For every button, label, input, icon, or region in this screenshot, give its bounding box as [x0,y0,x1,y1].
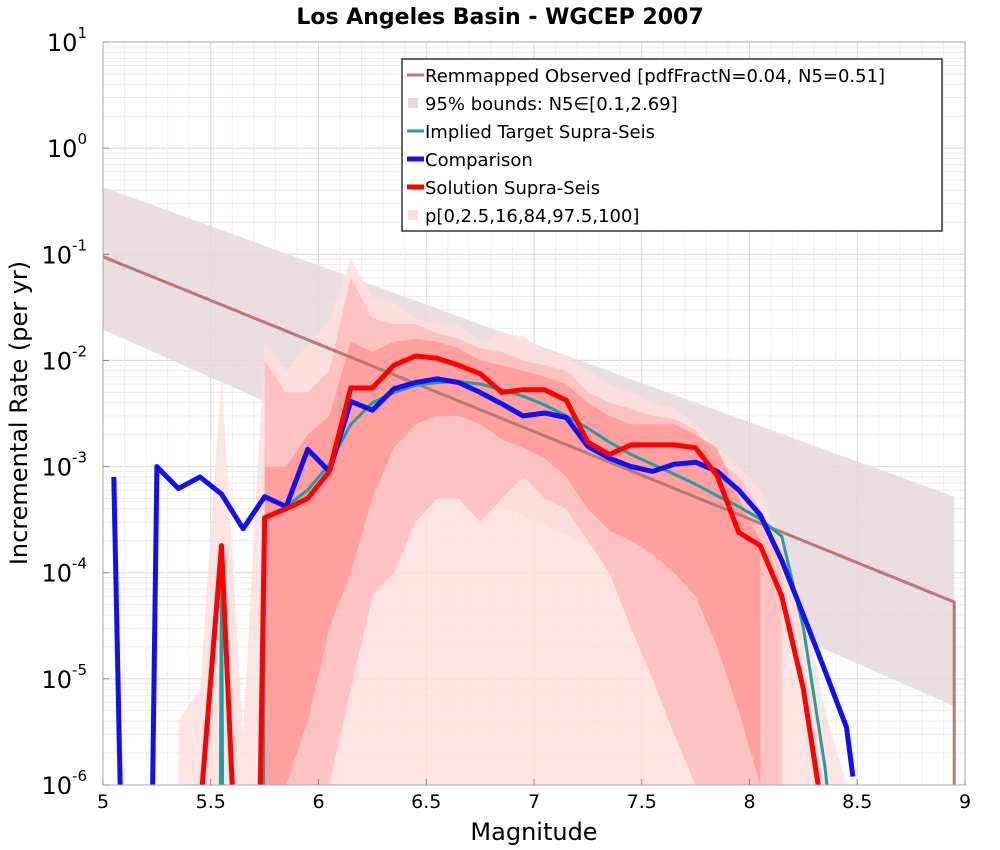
x-tick-label: 9 [959,791,971,813]
legend-label: 95% bounds: N5∈[0.1,2.69] [425,94,678,115]
y-tick-label: 10-3 [41,449,87,482]
y-tick-label: 101 [47,24,87,57]
y-tick-label: 10-1 [41,236,87,269]
x-tick-label: 8.5 [842,791,872,813]
series-lines [103,255,956,785]
x-tick-label: 7.5 [627,791,657,813]
legend-swatch [408,98,418,108]
x-axis-ticks: 5 5.5 6 6.5 7 7.5 8 8.5 9 [97,779,971,813]
y-axis-label: Incremental Rate (per yr) [5,261,33,565]
legend-label: p[0,2.5,16,84,97.5,100] [425,206,639,227]
chart-title: Los Angeles Basin - WGCEP 2007 [296,5,703,30]
percentile-band-inner [264,338,761,785]
x-tick-label: 6.5 [411,791,441,813]
legend: Remmapped Observed [pdfFractN=0.04, N5=0… [401,58,943,232]
y-tick-label: 10-4 [41,555,87,588]
x-tick-label: 7 [528,791,540,813]
x-tick-label: 6 [312,791,324,813]
x-tick-label: 8 [743,791,755,813]
solution-line [199,353,821,785]
legend-swatch [408,210,418,220]
legend-label: Remmapped Observed [pdfFractN=0.04, N5=0… [425,66,885,87]
y-tick-label: 100 [47,130,87,163]
legend-label: Comparison [425,150,533,171]
y-tick-label: 10-5 [41,661,87,694]
y-axis-ticks: 10-6 10-5 10-4 10-3 10-2 10-1 100 101 [41,24,109,800]
x-axis-label: Magnitude [470,818,597,846]
y-tick-label: 10-2 [41,342,87,375]
legend-label: Implied Target Supra-Seis [425,122,655,143]
legend-box [401,58,943,232]
comparison-line [111,376,856,785]
x-tick-label: 5.5 [196,791,226,813]
x-tick-label: 5 [97,791,109,813]
percentile-bands [103,187,955,785]
legend-label: Solution Supra-Seis [425,178,600,199]
y-tick-label: 10-6 [41,767,87,800]
